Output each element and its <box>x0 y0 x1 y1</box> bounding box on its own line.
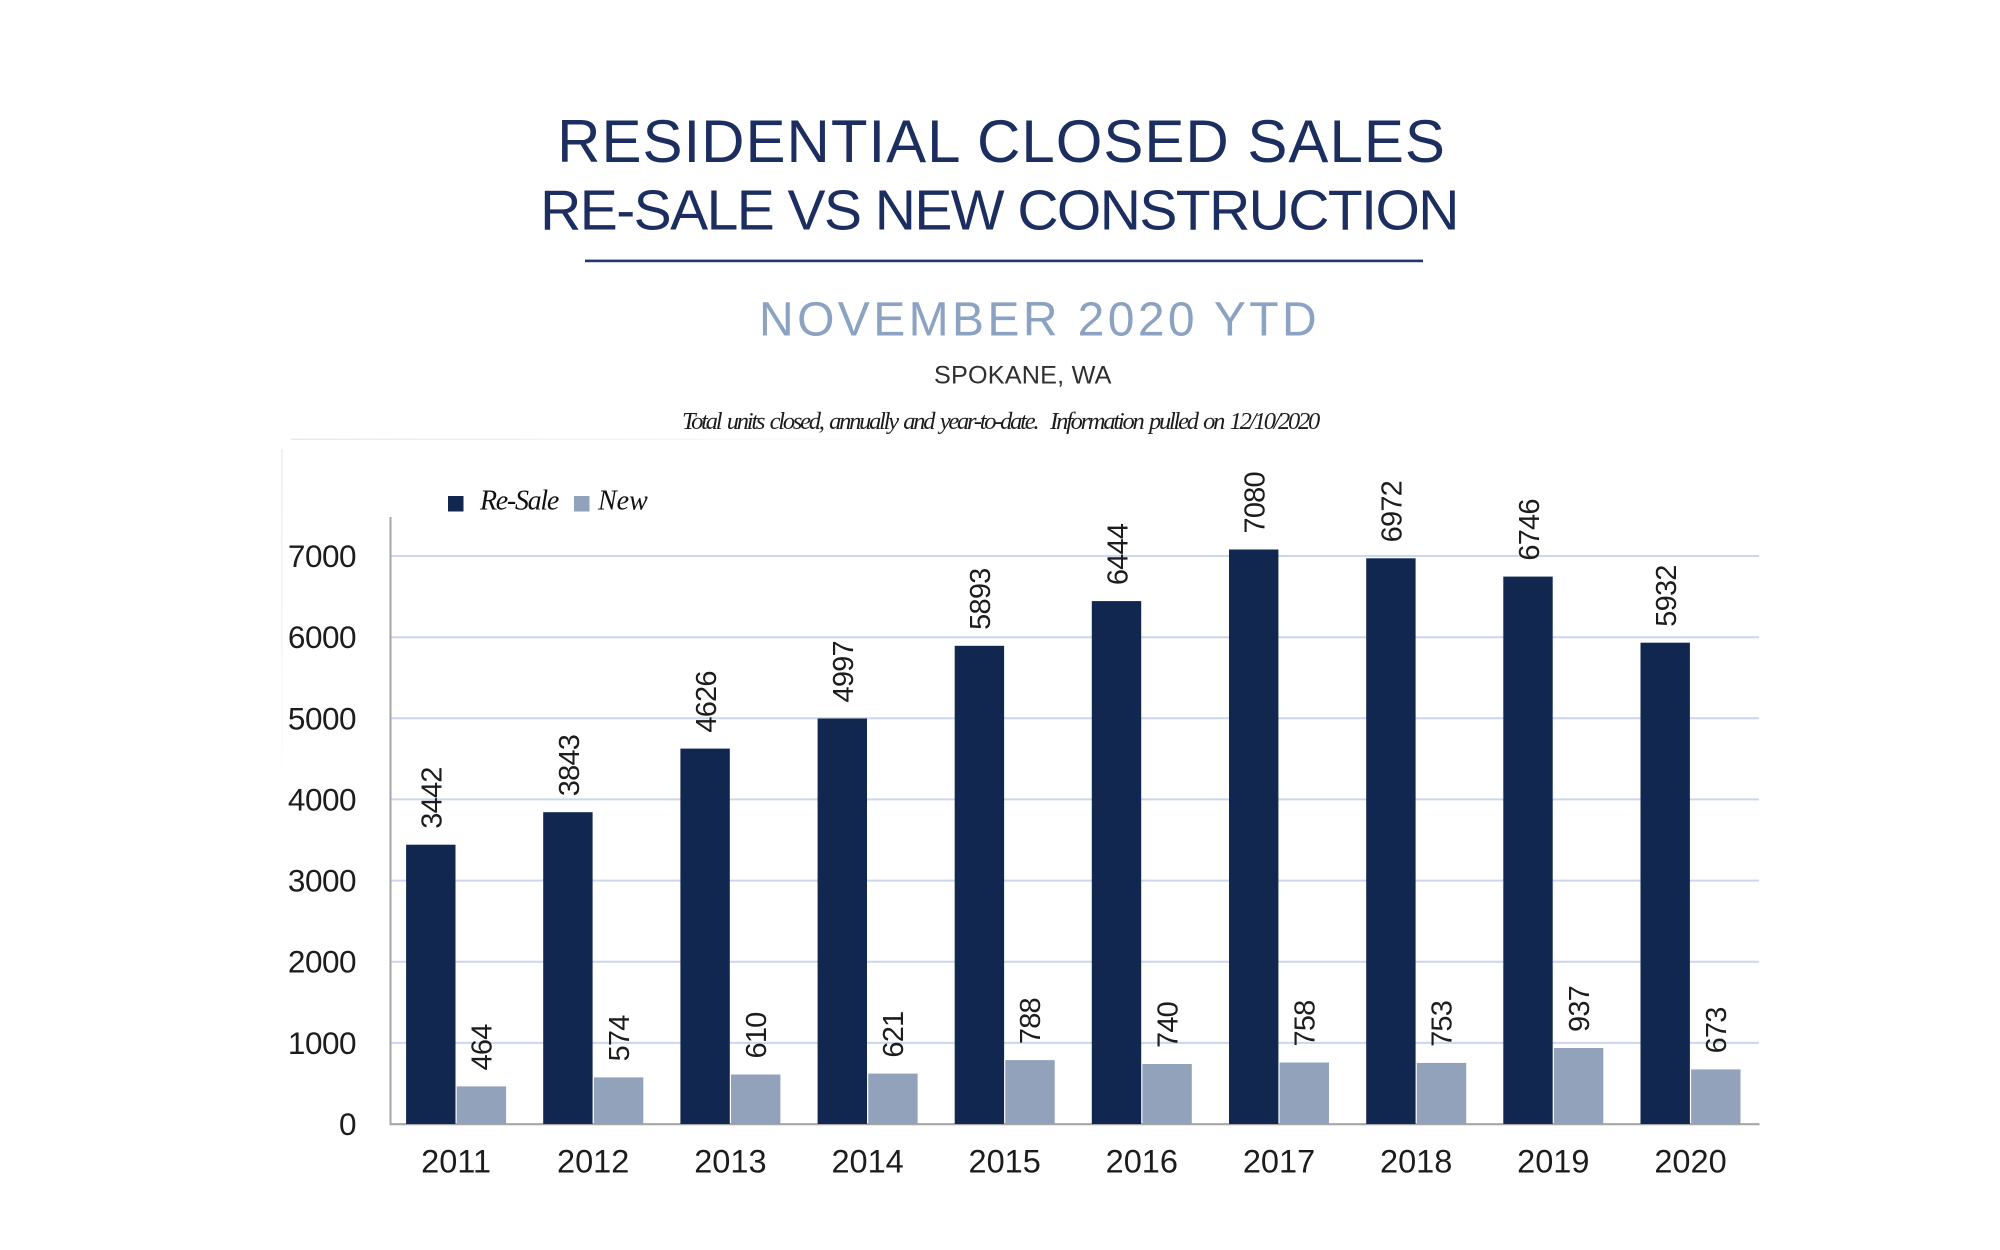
svg-text:3843: 3843 <box>554 735 586 796</box>
svg-text:753: 753 <box>1427 1001 1459 1047</box>
svg-text:6972: 6972 <box>1377 481 1409 542</box>
svg-text:2016: 2016 <box>1106 1144 1178 1180</box>
svg-text:7000: 7000 <box>288 538 356 574</box>
svg-text:4997: 4997 <box>828 641 860 702</box>
svg-text:1000: 1000 <box>288 1025 356 1061</box>
svg-text:6746: 6746 <box>1514 499 1546 560</box>
svg-text:2020: 2020 <box>1654 1144 1726 1180</box>
svg-text:740: 740 <box>1152 1002 1184 1048</box>
svg-text:758: 758 <box>1290 1001 1322 1047</box>
svg-text:Total units closed, annually a: Total units closed, annually and year-to… <box>682 408 1320 435</box>
svg-text:2015: 2015 <box>969 1144 1041 1180</box>
svg-text:610: 610 <box>741 1013 773 1059</box>
svg-text:6444: 6444 <box>1102 523 1134 585</box>
svg-text:937: 937 <box>1564 986 1596 1032</box>
svg-text:2019: 2019 <box>1517 1144 1589 1180</box>
svg-text:2012: 2012 <box>557 1144 629 1180</box>
svg-text:NOVEMBER 2020 YTD: NOVEMBER 2020 YTD <box>759 294 1320 347</box>
svg-text:7080: 7080 <box>1240 472 1272 533</box>
svg-text:0: 0 <box>339 1106 356 1142</box>
svg-text:RE-SALE VS NEW CONSTRUCTION: RE-SALE VS NEW CONSTRUCTION <box>540 178 1458 242</box>
svg-text:4000: 4000 <box>288 781 356 817</box>
svg-text:4626: 4626 <box>691 671 723 732</box>
svg-text:3000: 3000 <box>288 863 356 899</box>
svg-text:2000: 2000 <box>288 944 356 980</box>
svg-text:5000: 5000 <box>288 700 356 736</box>
svg-text:3442: 3442 <box>417 767 449 828</box>
svg-text:2014: 2014 <box>831 1144 903 1180</box>
svg-text:RESIDENTIAL CLOSED SALES: RESIDENTIAL CLOSED SALES <box>557 108 1446 175</box>
svg-text:621: 621 <box>878 1012 910 1058</box>
svg-text:5893: 5893 <box>965 568 997 629</box>
svg-text:2013: 2013 <box>694 1144 766 1180</box>
svg-text:Re-Sale: Re-Sale <box>479 486 559 517</box>
svg-text:2018: 2018 <box>1380 1144 1452 1180</box>
svg-text:673: 673 <box>1701 1007 1733 1053</box>
svg-text:2011: 2011 <box>421 1144 491 1180</box>
svg-text:464: 464 <box>467 1024 499 1071</box>
svg-text:574: 574 <box>604 1015 636 1062</box>
svg-text:SPOKANE, WA: SPOKANE, WA <box>934 362 1112 390</box>
svg-text:New: New <box>597 486 648 517</box>
svg-text:2017: 2017 <box>1243 1144 1315 1180</box>
svg-text:5932: 5932 <box>1651 565 1683 626</box>
svg-text:6000: 6000 <box>288 619 356 655</box>
svg-text:788: 788 <box>1015 998 1047 1044</box>
